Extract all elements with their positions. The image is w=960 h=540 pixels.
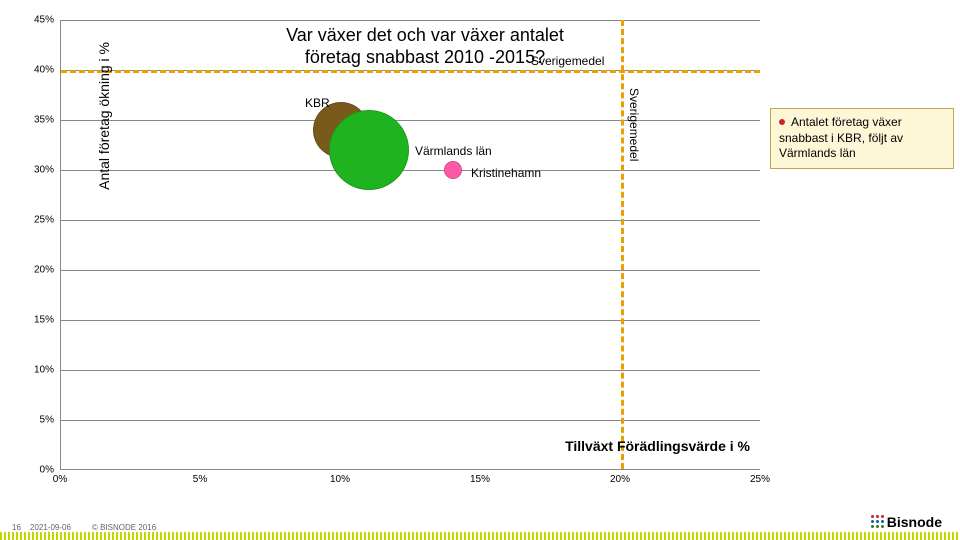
gridline [61,420,760,421]
logo-dot [871,515,874,518]
gridline [61,320,760,321]
y-tick-label: 35% [14,115,54,126]
bubble-label: Värmlands län [415,144,492,158]
bubble-kristinehamn [444,161,462,179]
x-tick-label: 5% [180,474,220,485]
logo-dot [876,520,879,523]
logo-dot [876,525,879,528]
slide: SverigemedelSverigemedelKBRVärmlands län… [0,0,960,540]
bubble-label: KBR [305,96,330,110]
y-tick-label: 30% [14,165,54,176]
y-tick-label: 25% [14,215,54,226]
logo-dot [881,525,884,528]
y-tick-label: 5% [14,415,54,426]
x-tick-label: 10% [320,474,360,485]
footer-copyright: © BISNODE 2016 [92,523,156,532]
bubble-värmlands-län [329,110,409,190]
logo-text: Bisnode [887,514,942,530]
logo-dot [876,515,879,518]
logo-dot [871,525,874,528]
gridline [61,20,760,21]
ref-line-vertical [621,20,624,469]
footer-stripes [0,532,960,540]
gridline [61,370,760,371]
footer: 16 2021-09-06 © BISNODE 2016 Bisnode [0,516,960,540]
bubble-label: Kristinehamn [471,166,541,180]
gridline [61,120,760,121]
callout-text: Antalet företag växer snabbast i KBR, fö… [779,115,903,160]
ref-line-vertical-label: Sverigemedel [627,88,641,161]
logo-dot [871,520,874,523]
ref-line-horizontal [61,70,760,73]
callout-box: Antalet företag växer snabbast i KBR, fö… [770,108,954,169]
y-tick-label: 10% [14,365,54,376]
page-number: 16 [12,523,21,532]
logo-dot [881,520,884,523]
x-axis-title: Tillväxt Förädlingsvärde i % [565,438,750,454]
footer-date: 2021-09-06 [30,523,71,532]
gridline [61,270,760,271]
logo-dots-icon [871,515,885,529]
y-tick-label: 15% [14,315,54,326]
x-tick-label: 0% [40,474,80,485]
gridline [61,220,760,221]
logo-dot [881,515,884,518]
y-tick-label: 45% [14,15,54,26]
bubble-chart: SverigemedelSverigemedelKBRVärmlands län… [60,20,760,470]
y-tick-label: 20% [14,265,54,276]
bisnode-logo: Bisnode [871,514,942,530]
x-tick-label: 25% [740,474,780,485]
y-axis-label: Antal företag ökning i % [96,42,112,190]
plot-area: SverigemedelSverigemedelKBRVärmlands län… [60,20,760,470]
gridline [61,170,760,171]
bullet-icon [779,119,785,125]
chart-title: Var växer det och var växer antaletföret… [240,25,610,68]
y-tick-label: 40% [14,65,54,76]
x-tick-label: 15% [460,474,500,485]
x-tick-label: 20% [600,474,640,485]
